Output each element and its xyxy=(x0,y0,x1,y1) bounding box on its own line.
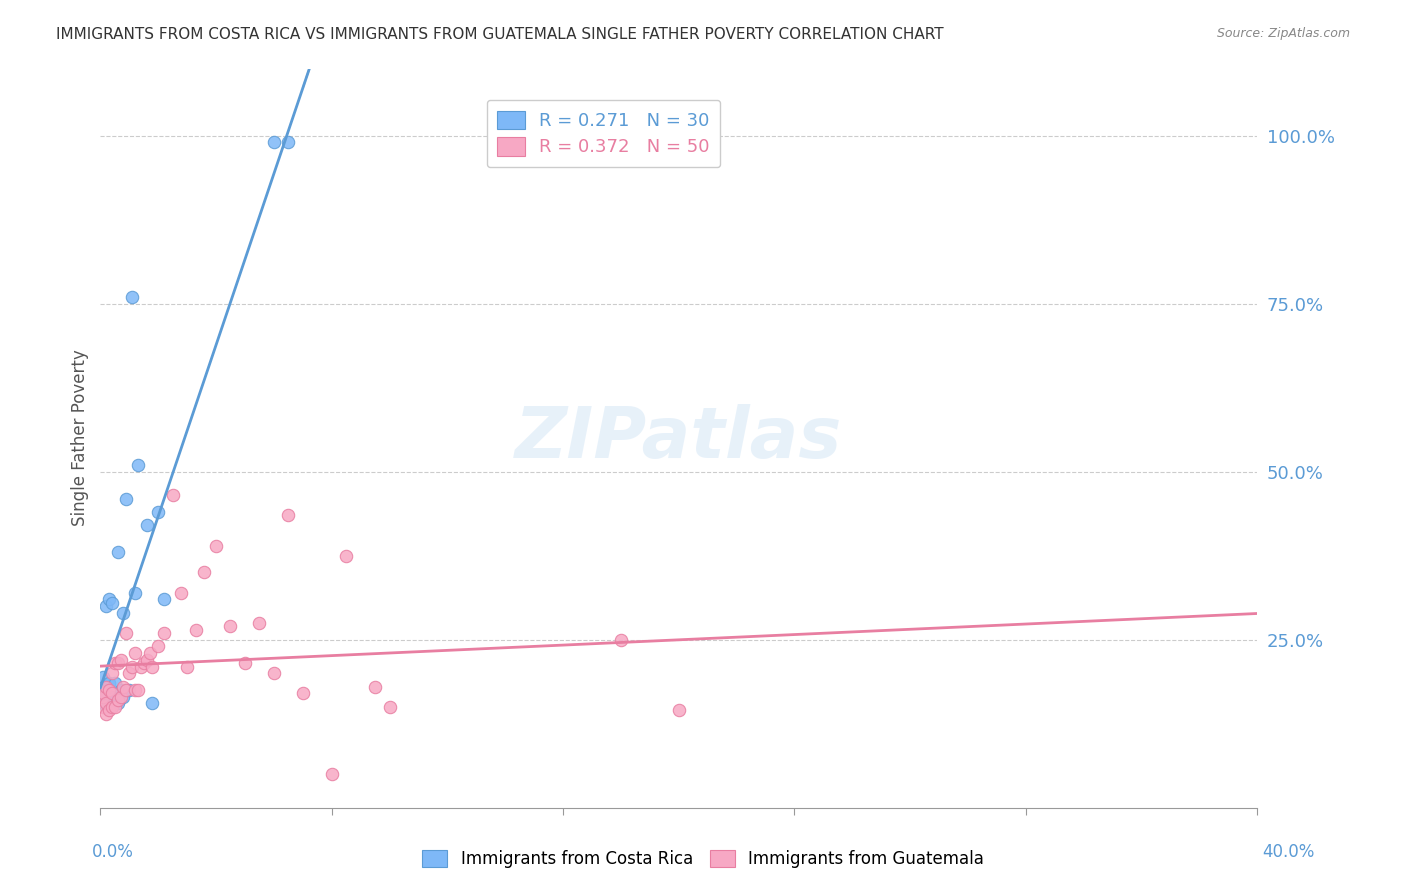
Point xyxy=(162,488,184,502)
Legend: R = 0.271   N = 30, R = 0.372   N = 50: R = 0.271 N = 30, R = 0.372 N = 50 xyxy=(486,100,720,168)
Point xyxy=(104,656,127,670)
Point xyxy=(110,690,132,704)
Point xyxy=(148,640,170,654)
Point xyxy=(138,646,160,660)
Point xyxy=(321,767,343,781)
Point xyxy=(135,653,157,667)
Y-axis label: Single Father Poverty: Single Father Poverty xyxy=(72,350,89,526)
Point xyxy=(135,518,157,533)
Point xyxy=(91,686,114,700)
Point xyxy=(101,690,124,704)
Point xyxy=(184,623,207,637)
Point xyxy=(91,697,114,711)
Point xyxy=(98,683,121,698)
Point xyxy=(110,683,132,698)
Point xyxy=(104,699,127,714)
Point xyxy=(205,539,228,553)
Point xyxy=(153,626,176,640)
Point xyxy=(112,690,135,704)
Point xyxy=(233,656,256,670)
Point xyxy=(132,656,155,670)
Point xyxy=(107,545,129,559)
Text: ZIPatlas: ZIPatlas xyxy=(515,403,842,473)
Point xyxy=(121,659,143,673)
Legend: Immigrants from Costa Rica, Immigrants from Guatemala: Immigrants from Costa Rica, Immigrants f… xyxy=(416,843,990,875)
Text: Source: ZipAtlas.com: Source: ZipAtlas.com xyxy=(1216,27,1350,40)
Point xyxy=(101,666,124,681)
Point xyxy=(115,683,138,698)
Point xyxy=(176,659,198,673)
Point xyxy=(378,699,401,714)
Point xyxy=(277,508,299,523)
Point xyxy=(124,585,146,599)
Point xyxy=(91,680,114,694)
Point xyxy=(148,505,170,519)
Point xyxy=(115,491,138,506)
Point xyxy=(101,686,124,700)
Point xyxy=(193,566,215,580)
Point xyxy=(94,680,117,694)
Point xyxy=(94,690,117,704)
Point xyxy=(91,690,114,704)
Point xyxy=(112,680,135,694)
Point xyxy=(112,606,135,620)
Point xyxy=(91,670,114,684)
Point xyxy=(610,632,633,647)
Point xyxy=(94,599,117,613)
Point xyxy=(94,697,117,711)
Point xyxy=(247,615,270,630)
Point xyxy=(263,666,285,681)
Point xyxy=(263,136,285,150)
Point xyxy=(101,699,124,714)
Point xyxy=(91,690,114,704)
Point xyxy=(124,646,146,660)
Point xyxy=(129,659,152,673)
Text: 0.0%: 0.0% xyxy=(91,843,134,861)
Point xyxy=(101,596,124,610)
Point xyxy=(118,666,141,681)
Text: 40.0%: 40.0% xyxy=(1263,843,1315,861)
Point xyxy=(127,458,149,472)
Point xyxy=(115,626,138,640)
Point xyxy=(170,585,193,599)
Point xyxy=(219,619,242,633)
Point xyxy=(94,706,117,721)
Point xyxy=(668,703,690,717)
Point xyxy=(141,697,163,711)
Point xyxy=(98,703,121,717)
Point xyxy=(91,686,114,700)
Point xyxy=(91,699,114,714)
Point xyxy=(107,656,129,670)
Point xyxy=(94,697,117,711)
Point xyxy=(141,659,163,673)
Point xyxy=(124,683,146,698)
Point xyxy=(107,693,129,707)
Text: IMMIGRANTS FROM COSTA RICA VS IMMIGRANTS FROM GUATEMALA SINGLE FATHER POVERTY CO: IMMIGRANTS FROM COSTA RICA VS IMMIGRANTS… xyxy=(56,27,943,42)
Point xyxy=(118,683,141,698)
Point xyxy=(335,549,357,563)
Point xyxy=(277,136,299,150)
Point xyxy=(127,683,149,698)
Point xyxy=(364,680,387,694)
Point xyxy=(98,697,121,711)
Point xyxy=(110,653,132,667)
Point xyxy=(121,290,143,304)
Point xyxy=(153,592,176,607)
Point xyxy=(98,676,121,690)
Point xyxy=(107,697,129,711)
Point xyxy=(98,592,121,607)
Point xyxy=(291,686,314,700)
Point xyxy=(104,676,127,690)
